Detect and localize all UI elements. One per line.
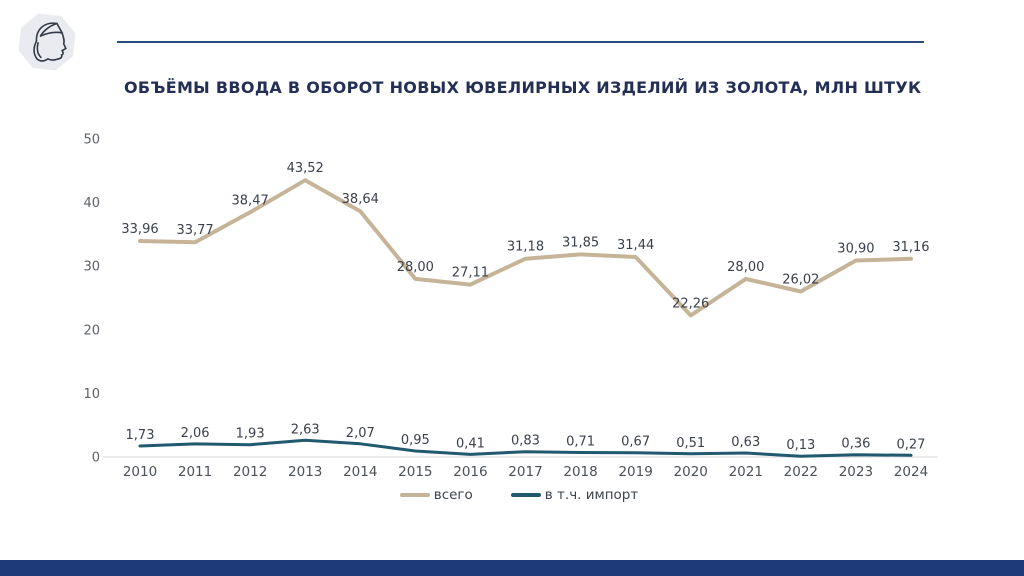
page-title: ОБЪЁМЫ ВВОДА В ОБОРОТ НОВЫХ ЮВЕЛИРНЫХ ИЗ… bbox=[124, 78, 922, 97]
x-tick-label: 2019 bbox=[618, 464, 652, 480]
x-tick-label: 2012 bbox=[233, 464, 267, 480]
value-label: 38,64 bbox=[342, 192, 379, 207]
value-label: 0,36 bbox=[841, 437, 870, 452]
value-label: 28,00 bbox=[397, 260, 434, 275]
y-tick-label: 10 bbox=[83, 387, 100, 402]
total-line-swatch bbox=[399, 493, 430, 497]
value-label: 0,71 bbox=[566, 434, 595, 449]
value-label: 33,77 bbox=[176, 223, 213, 238]
x-tick-label: 2011 bbox=[178, 464, 212, 480]
x-tick-label: 2018 bbox=[563, 464, 597, 480]
series-line-import bbox=[138, 438, 913, 458]
x-tick-label: 2021 bbox=[729, 464, 763, 480]
import-line-swatch bbox=[510, 493, 541, 497]
value-label: 2,07 bbox=[346, 426, 375, 441]
legend-label-total: всего bbox=[433, 487, 473, 503]
x-tick-label: 2014 bbox=[343, 464, 377, 480]
x-tick-label: 2017 bbox=[508, 464, 542, 480]
value-label: 27,11 bbox=[452, 266, 489, 281]
value-label: 22,26 bbox=[672, 296, 709, 311]
assay-mark-logo bbox=[18, 13, 76, 71]
value-label: 0,13 bbox=[786, 438, 815, 453]
x-tick-label: 2023 bbox=[839, 464, 873, 480]
series-line-total bbox=[138, 178, 913, 318]
value-label: 0,63 bbox=[731, 435, 760, 450]
value-label: 26,02 bbox=[782, 273, 819, 288]
x-tick-label: 2020 bbox=[674, 464, 708, 480]
value-label: 0,67 bbox=[621, 435, 650, 450]
x-tick-label: 2015 bbox=[398, 464, 432, 480]
value-label: 38,47 bbox=[232, 193, 269, 208]
value-label: 1,73 bbox=[126, 428, 155, 443]
value-label: 2,63 bbox=[291, 422, 320, 437]
legend-item-total: всего bbox=[399, 487, 473, 503]
x-tick-label: 2016 bbox=[453, 464, 487, 480]
x-tick-label: 2022 bbox=[784, 464, 818, 480]
value-label: 31,44 bbox=[617, 238, 654, 253]
woman-profile-icon bbox=[18, 13, 76, 71]
header-divider bbox=[117, 41, 924, 43]
y-tick-label: 20 bbox=[83, 323, 100, 338]
value-label: 2,06 bbox=[181, 426, 210, 441]
y-tick-label: 30 bbox=[83, 260, 100, 275]
footer-bar bbox=[0, 560, 1024, 576]
x-tick-label: 2013 bbox=[288, 464, 322, 480]
x-tick-label: 2010 bbox=[123, 464, 157, 480]
value-label: 28,00 bbox=[727, 260, 764, 275]
value-label: 31,18 bbox=[507, 240, 544, 255]
value-label: 0,95 bbox=[401, 433, 430, 448]
y-tick-label: 40 bbox=[83, 196, 100, 211]
y-tick-label: 0 bbox=[92, 451, 100, 466]
value-label: 0,51 bbox=[676, 436, 705, 451]
value-label: 30,90 bbox=[837, 241, 874, 256]
value-label: 0,41 bbox=[456, 436, 485, 451]
value-label: 31,16 bbox=[892, 240, 929, 255]
x-tick-label: 2024 bbox=[894, 464, 928, 480]
legend-item-import: в т.ч. импорт bbox=[510, 487, 639, 503]
value-label: 33,96 bbox=[121, 222, 158, 237]
value-label: 0,83 bbox=[511, 434, 540, 449]
y-tick-label: 50 bbox=[83, 133, 100, 148]
value-label: 1,93 bbox=[236, 427, 265, 442]
value-label: 43,52 bbox=[287, 161, 324, 176]
chart-legend: всего в т.ч. импорт bbox=[0, 487, 1024, 503]
value-label: 31,85 bbox=[562, 235, 599, 250]
legend-label-import: в т.ч. импорт bbox=[544, 487, 639, 503]
value-label: 0,27 bbox=[897, 437, 926, 452]
